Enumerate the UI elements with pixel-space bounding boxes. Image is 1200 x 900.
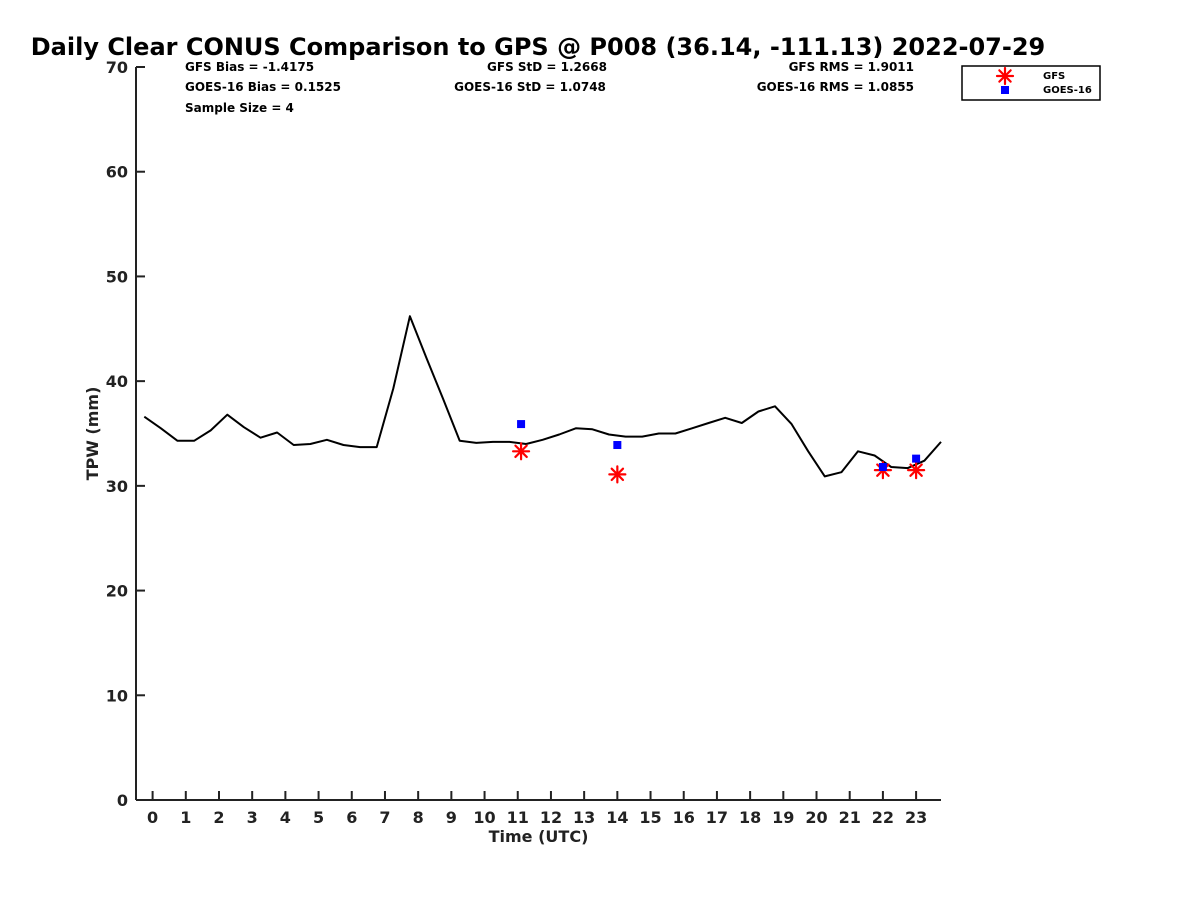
x-tick-label: 2 [213, 808, 224, 827]
x-tick-label: 19 [772, 808, 794, 827]
legend-goes-square [1001, 86, 1009, 94]
x-tick-label: 12 [540, 808, 562, 827]
y-tick-label: 0 [117, 791, 128, 810]
x-axis-label: Time (UTC) [489, 827, 589, 846]
goes-bias-stat: GOES-16 Bias = 0.1525 [185, 80, 341, 94]
legend-gfs-marker [995, 66, 1015, 86]
y-tick-label: 30 [106, 477, 128, 496]
x-tick-label: 3 [247, 808, 258, 827]
x-tick-label: 17 [706, 808, 728, 827]
x-tick-label: 15 [639, 808, 661, 827]
x-tick-label: 21 [839, 808, 861, 827]
x-tick-label: 22 [872, 808, 894, 827]
x-tick-label: 20 [805, 808, 827, 827]
x-tick-label: 11 [507, 808, 529, 827]
gfs-std-stat: GFS StD = 1.2668 [487, 60, 607, 74]
y-tick-label: 20 [106, 582, 128, 601]
x-tick-label: 14 [606, 808, 628, 827]
legend-gfs-asterisk [995, 66, 1015, 86]
y-axis-label: TPW (mm) [83, 387, 102, 481]
legend-goes-marker [1001, 86, 1009, 94]
goes-rms-stat: GOES-16 RMS = 1.0855 [757, 80, 914, 94]
legend-goes-label: GOES-16 [1043, 85, 1092, 96]
x-tick-label: 13 [573, 808, 595, 827]
plot-area [143, 315, 942, 484]
gps-tpw-line [143, 315, 942, 478]
x-tick-label: 10 [473, 808, 495, 827]
gfs-point [511, 442, 531, 461]
goes-16-point [613, 441, 622, 450]
legend: GFS GOES-16 [961, 65, 1101, 101]
asterisk-stroke [909, 463, 923, 477]
x-tick-label: 8 [413, 808, 424, 827]
x-tick-label: 7 [379, 808, 390, 827]
gfs-rms-stat: GFS RMS = 1.9011 [789, 60, 914, 74]
y-tick-label: 60 [106, 163, 128, 182]
x-tick-label: 0 [147, 808, 158, 827]
x-tick-label: 4 [280, 808, 291, 827]
asterisk-stroke [998, 69, 1012, 83]
y-tick-label: 50 [106, 267, 128, 286]
x-tick-label: 16 [673, 808, 695, 827]
gfs-point [907, 461, 926, 480]
goes-16-point [517, 420, 526, 429]
legend-box [961, 65, 1101, 101]
goes-std-stat: GOES-16 StD = 1.0748 [454, 80, 606, 94]
asterisk-stroke [514, 444, 528, 459]
x-tick-label: 6 [346, 808, 357, 827]
goes-16-point [912, 454, 921, 463]
gfs-point [608, 465, 627, 484]
x-tick-label: 18 [739, 808, 761, 827]
x-tick-label: 23 [905, 808, 927, 827]
goes-16-point [878, 463, 887, 472]
gfs-bias-stat: GFS Bias = -1.4175 [185, 60, 314, 74]
y-tick-label: 70 [106, 58, 128, 77]
x-tick-label: 9 [446, 808, 457, 827]
stats-block: GFS Bias = -1.4175 GFS StD = 1.2668 GFS … [185, 60, 914, 115]
x-tick-label: 1 [180, 808, 191, 827]
chart-title: Daily Clear CONUS Comparison to GPS @ P0… [31, 33, 1045, 61]
asterisk-stroke [610, 467, 625, 482]
legend-gfs-label: GFS [1043, 71, 1065, 82]
x-tick-label: 5 [313, 808, 324, 827]
sample-size-stat: Sample Size = 4 [185, 101, 294, 115]
y-tick-label: 10 [106, 686, 128, 705]
y-tick-label: 40 [106, 372, 128, 391]
